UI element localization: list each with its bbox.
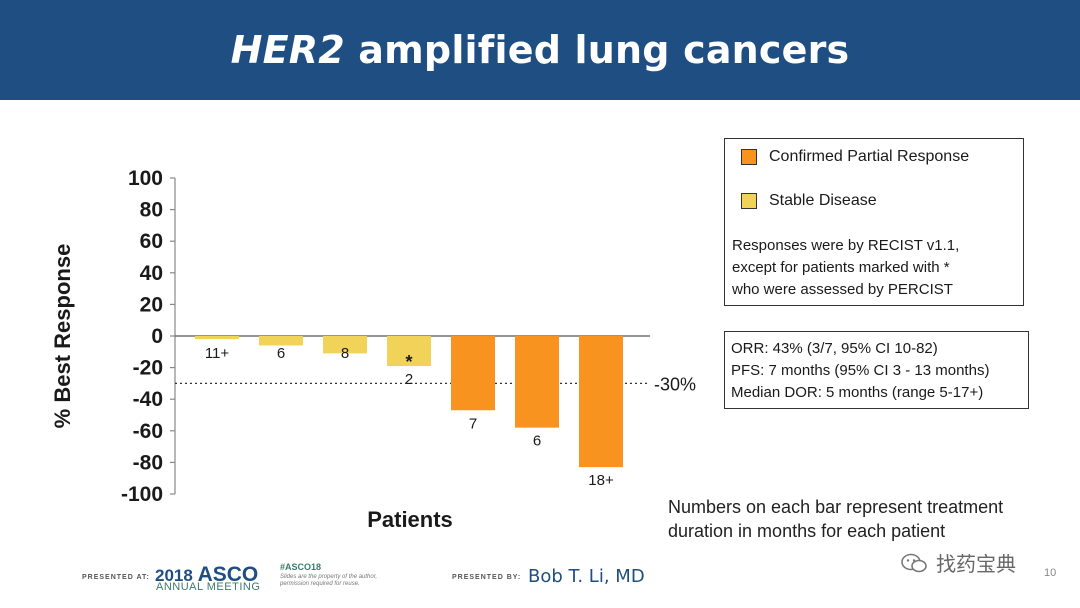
stat-orr: ORR: 43% (3/7, 95% CI 10-82): [731, 340, 938, 357]
bar-marker: *: [405, 352, 412, 372]
y-tick-label: -20: [133, 357, 163, 380]
wechat-icon: [901, 553, 927, 572]
hashtag: #ASCO18: [280, 562, 322, 572]
y-tick-label: 40: [140, 262, 163, 285]
footnote: Numbers on each bar represent treatment …: [668, 495, 1003, 543]
legend-swatch-stable-disease: [741, 193, 757, 209]
presenter-name: Bob T. Li, MD: [528, 566, 645, 587]
asco-annual-meeting: ANNUAL MEETING: [156, 581, 261, 593]
y-tick-label: -60: [133, 420, 163, 443]
title-italic: HER2: [230, 28, 345, 72]
y-tick-label: 20: [140, 293, 163, 316]
bar: [515, 336, 559, 428]
footnote-line: Numbers on each bar represent treatment: [668, 497, 1004, 517]
presented-at-label: PRESENTED AT:: [82, 574, 150, 581]
stat-pfs: PFS: 7 months (95% CI 3 - 13 months): [731, 362, 990, 379]
legend-label-stable-disease: Stable Disease: [769, 192, 877, 209]
watermark: 找药宝典: [900, 548, 1016, 577]
legend-box: Confirmed Partial Response Stable Diseas…: [724, 138, 1024, 306]
bar: [259, 336, 303, 346]
bar: [387, 336, 431, 367]
legend-note: Responses were by RECIST v1.1, except fo…: [732, 235, 1022, 301]
y-tick-label: -40: [133, 388, 163, 411]
legend-item-stable-disease: Stable Disease: [741, 192, 877, 210]
stats-box: ORR: 43% (3/7, 95% CI 10-82) PFS: 7 mont…: [724, 331, 1029, 409]
bar-label: 7: [469, 415, 477, 432]
bar-label: 8: [341, 345, 349, 362]
bar: [451, 336, 495, 411]
y-tick-label: 0: [151, 325, 163, 348]
legend-note-line: who were assessed by PERCIST: [732, 281, 953, 298]
bar-label: 11+: [205, 345, 230, 362]
bar: [323, 336, 367, 354]
asco-name: ASCO: [197, 563, 259, 586]
title-bar: HER2 amplified lung cancers: [0, 0, 1080, 100]
y-tick-label: 60: [140, 230, 163, 253]
x-axis-title: Patients: [367, 507, 453, 532]
y-tick-label: -100: [121, 483, 163, 506]
presented-by-label: PRESENTED BY:: [452, 574, 522, 581]
watermark-text: 找药宝典: [936, 554, 1016, 576]
legend-item-partial-response: Confirmed Partial Response: [741, 148, 969, 166]
legend-label-partial-response: Confirmed Partial Response: [769, 148, 970, 165]
fine-print: Slides are the property of the author, p…: [280, 574, 378, 587]
bar-label: 18+: [588, 472, 614, 489]
slide-number: 10: [1044, 567, 1057, 579]
y-axis-title: % Best Response: [50, 244, 75, 429]
slide-title: HER2 amplified lung cancers: [231, 28, 850, 72]
stat-dor: Median DOR: 5 months (range 5-17+): [731, 384, 984, 401]
bar-label: 6: [533, 433, 541, 450]
y-tick-label: 100: [128, 167, 163, 190]
y-tick-label: -80: [133, 451, 163, 474]
y-tick-label: 80: [140, 199, 163, 222]
legend-note-line: Responses were by RECIST v1.1,: [732, 237, 960, 254]
bar-label: 6: [277, 345, 285, 362]
legend-swatch-partial-response: [741, 149, 757, 165]
bar: [195, 336, 239, 340]
footnote-line: duration in months for each patient: [668, 521, 946, 541]
legend-note-line: except for patients marked with *: [732, 259, 950, 276]
title-rest: amplified lung cancers: [344, 28, 850, 72]
bar: [579, 336, 623, 468]
reference-line-label: -30%: [654, 374, 696, 394]
bar-label: 2: [405, 371, 413, 388]
asco-logo: 2018 ASCO: [155, 563, 258, 587]
asco-year: 2018: [155, 566, 193, 585]
